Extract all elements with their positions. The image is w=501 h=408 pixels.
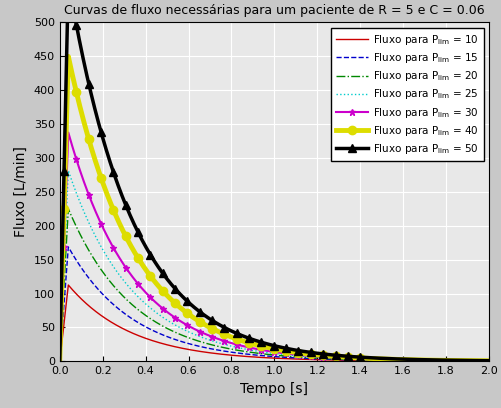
Fluxo para P$_\mathrm{lim}$ = 30 [485, 359, 491, 364]
Fluxo para P$_\mathrm{lim}$ = 15 [443, 359, 449, 364]
Fluxo para P$_\mathrm{lim}$ = 50 [57, 359, 63, 364]
X-axis label: Tempo [s]: Tempo [s] [240, 381, 308, 396]
Fluxo para P$_\mathrm{lim}$ = 30 [443, 358, 449, 363]
Line: Fluxo para P$_\mathrm{lim}$ = 40: Fluxo para P$_\mathrm{lim}$ = 40 [56, 52, 492, 366]
Fluxo para P$_\mathrm{lim}$ = 10 [262, 355, 268, 360]
Fluxo para P$_\mathrm{lim}$ = 25 [456, 358, 462, 363]
Fluxo para P$_\mathrm{lim}$ = 20 [361, 357, 367, 362]
Fluxo para P$_\mathrm{lim}$ = 10 [65, 283, 71, 288]
Line: Fluxo para P$_\mathrm{lim}$ = 50: Fluxo para P$_\mathrm{lim}$ = 50 [56, 0, 492, 366]
Fluxo para P$_\mathrm{lim}$ = 40 [361, 356, 367, 361]
Fluxo para P$_\mathrm{lim}$ = 20 [262, 352, 268, 357]
Fluxo para P$_\mathrm{lim}$ = 10 [456, 359, 462, 364]
Y-axis label: Fluxo [L/min]: Fluxo [L/min] [14, 146, 28, 237]
Fluxo para P$_\mathrm{lim}$ = 15 [456, 359, 462, 364]
Fluxo para P$_\mathrm{lim}$ = 20 [65, 206, 71, 211]
Fluxo para P$_\mathrm{lim}$ = 25 [57, 359, 63, 364]
Fluxo para P$_\mathrm{lim}$ = 20 [339, 357, 345, 361]
Fluxo para P$_\mathrm{lim}$ = 50 [339, 353, 345, 358]
Line: Fluxo para P$_\mathrm{lim}$ = 20: Fluxo para P$_\mathrm{lim}$ = 20 [60, 209, 488, 361]
Fluxo para P$_\mathrm{lim}$ = 40 [262, 344, 268, 349]
Fluxo para P$_\mathrm{lim}$ = 10 [485, 359, 491, 364]
Fluxo para P$_\mathrm{lim}$ = 10 [57, 359, 63, 364]
Fluxo para P$_\mathrm{lim}$ = 50 [262, 341, 268, 346]
Fluxo para P$_\mathrm{lim}$ = 15 [262, 353, 268, 358]
Fluxo para P$_\mathrm{lim}$ = 20 [57, 359, 63, 364]
Line: Fluxo para P$_\mathrm{lim}$ = 25: Fluxo para P$_\mathrm{lim}$ = 25 [60, 171, 488, 361]
Fluxo para P$_\mathrm{lim}$ = 40 [443, 358, 449, 363]
Fluxo para P$_\mathrm{lim}$ = 30 [456, 358, 462, 363]
Fluxo para P$_\mathrm{lim}$ = 40 [339, 355, 345, 359]
Fluxo para P$_\mathrm{lim}$ = 25 [339, 356, 345, 361]
Fluxo para P$_\mathrm{lim}$ = 40 [242, 339, 248, 344]
Fluxo para P$_\mathrm{lim}$ = 20 [443, 358, 449, 363]
Fluxo para P$_\mathrm{lim}$ = 25 [443, 358, 449, 363]
Fluxo para P$_\mathrm{lim}$ = 50 [242, 335, 248, 339]
Fluxo para P$_\mathrm{lim}$ = 20 [456, 359, 462, 364]
Line: Fluxo para P$_\mathrm{lim}$ = 15: Fluxo para P$_\mathrm{lim}$ = 15 [60, 247, 488, 361]
Fluxo para P$_\mathrm{lim}$ = 10 [443, 359, 449, 364]
Fluxo para P$_\mathrm{lim}$ = 40 [485, 358, 491, 363]
Fluxo para P$_\mathrm{lim}$ = 25 [65, 168, 71, 173]
Fluxo para P$_\mathrm{lim}$ = 30 [262, 348, 268, 353]
Fluxo para P$_\mathrm{lim}$ = 50 [485, 358, 491, 363]
Fluxo para P$_\mathrm{lim}$ = 10 [242, 354, 248, 359]
Fluxo para P$_\mathrm{lim}$ = 30 [242, 344, 248, 349]
Fluxo para P$_\mathrm{lim}$ = 10 [361, 358, 367, 363]
Fluxo para P$_\mathrm{lim}$ = 20 [242, 349, 248, 354]
Fluxo para P$_\mathrm{lim}$ = 40 [456, 358, 462, 363]
Fluxo para P$_\mathrm{lim}$ = 25 [242, 347, 248, 352]
Legend: Fluxo para P$_\mathrm{lim}$ = 10, Fluxo para P$_\mathrm{lim}$ = 15, Fluxo para P: Fluxo para P$_\mathrm{lim}$ = 10, Fluxo … [331, 28, 483, 161]
Line: Fluxo para P$_\mathrm{lim}$ = 30: Fluxo para P$_\mathrm{lim}$ = 30 [56, 129, 491, 365]
Fluxo para P$_\mathrm{lim}$ = 50 [443, 358, 449, 363]
Fluxo para P$_\mathrm{lim}$ = 15 [361, 358, 367, 363]
Title: Curvas de fluxo necessárias para um paciente de R = 5 e C = 0.06: Curvas de fluxo necessárias para um paci… [64, 4, 483, 17]
Fluxo para P$_\mathrm{lim}$ = 30 [65, 130, 71, 135]
Fluxo para P$_\mathrm{lim}$ = 15 [242, 352, 248, 357]
Fluxo para P$_\mathrm{lim}$ = 25 [485, 359, 491, 364]
Fluxo para P$_\mathrm{lim}$ = 40 [57, 359, 63, 364]
Fluxo para P$_\mathrm{lim}$ = 25 [361, 357, 367, 362]
Fluxo para P$_\mathrm{lim}$ = 15 [485, 359, 491, 364]
Line: Fluxo para P$_\mathrm{lim}$ = 10: Fluxo para P$_\mathrm{lim}$ = 10 [60, 285, 488, 361]
Fluxo para P$_\mathrm{lim}$ = 30 [361, 357, 367, 361]
Fluxo para P$_\mathrm{lim}$ = 30 [57, 359, 63, 364]
Fluxo para P$_\mathrm{lim}$ = 30 [339, 356, 345, 361]
Fluxo para P$_\mathrm{lim}$ = 20 [485, 359, 491, 364]
Fluxo para P$_\mathrm{lim}$ = 50 [456, 358, 462, 363]
Fluxo para P$_\mathrm{lim}$ = 50 [361, 355, 367, 360]
Fluxo para P$_\mathrm{lim}$ = 15 [65, 244, 71, 249]
Fluxo para P$_\mathrm{lim}$ = 25 [262, 350, 268, 355]
Fluxo para P$_\mathrm{lim}$ = 10 [339, 358, 345, 363]
Fluxo para P$_\mathrm{lim}$ = 15 [339, 357, 345, 362]
Fluxo para P$_\mathrm{lim}$ = 15 [57, 359, 63, 364]
Fluxo para P$_\mathrm{lim}$ = 40 [65, 54, 71, 59]
